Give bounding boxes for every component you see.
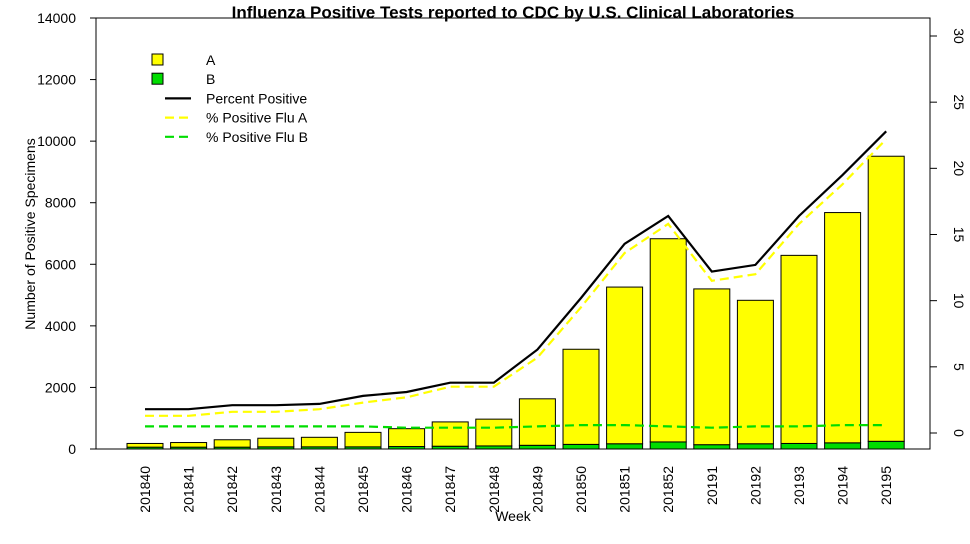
- x-tick-label-201845: 201845: [355, 466, 371, 513]
- bar-b-201850: [562, 443, 600, 450]
- y-tick-label-2000: 2000: [45, 379, 76, 395]
- bar-b-20191: [693, 444, 731, 450]
- bar-a-20192: [736, 299, 774, 445]
- y-tick-label-0: 0: [68, 441, 76, 457]
- y2-tick-label-5: 5: [951, 363, 967, 371]
- x-tick-label-20192: 20192: [747, 466, 763, 505]
- x-tick-label-20191: 20191: [704, 466, 720, 505]
- x-tick-label-201851: 201851: [617, 466, 633, 513]
- legend-label-positive-flu-a: % Positive Flu A: [206, 110, 308, 126]
- x-tick-label-201850: 201850: [573, 466, 589, 513]
- bar-a-201849: [518, 398, 556, 446]
- bar-b-201852: [649, 441, 687, 450]
- y-tick-label-12000: 12000: [37, 72, 76, 88]
- x-tick-label-20195: 20195: [878, 466, 894, 505]
- y2-tick-label-20: 20: [951, 161, 967, 177]
- bar-a-201851: [606, 286, 644, 445]
- x-tick-label-201844: 201844: [311, 466, 327, 513]
- bar-a-20195: [867, 155, 905, 442]
- bar-a-201840: [126, 442, 164, 448]
- x-tick-label-201840: 201840: [137, 466, 153, 513]
- y-tick-label-10000: 10000: [37, 133, 76, 149]
- x-tick-label-201848: 201848: [486, 466, 502, 513]
- bar-b-20193: [780, 442, 818, 450]
- y-tick-label-6000: 6000: [45, 256, 76, 272]
- x-tick-label-20194: 20194: [835, 466, 851, 505]
- y2-tick-label-15: 15: [951, 227, 967, 243]
- chart-title: Influenza Positive Tests reported to CDC…: [232, 3, 795, 22]
- x-axis-title: Week: [495, 508, 532, 524]
- line-positive-flu-a: [145, 138, 887, 417]
- bar-a-201847: [431, 421, 469, 447]
- line-percent-positive: [145, 130, 887, 411]
- x-tick-label-201847: 201847: [442, 466, 458, 513]
- bar-a-201846: [388, 428, 426, 448]
- left-axis: 0 2000 4000 6000 8000 10000 12000 14000: [37, 10, 97, 457]
- bar-b-20192: [736, 443, 774, 450]
- bar-a-201843: [257, 437, 295, 448]
- bar-a-201852: [649, 238, 687, 443]
- bar-b-20194: [824, 442, 862, 450]
- y2-tick-label-10: 10: [951, 293, 967, 309]
- bar-b-201849: [518, 444, 556, 450]
- x-tick-label-201841: 201841: [181, 466, 197, 513]
- bar-a-201845: [344, 431, 382, 448]
- legend-swatch-b: [151, 72, 164, 85]
- legend-label-a: A: [206, 52, 216, 68]
- bar-a-20194: [824, 212, 862, 444]
- right-axis: 0 5 10 15 20 25 30: [929, 28, 967, 437]
- x-tick-label-20193: 20193: [791, 466, 807, 505]
- legend-label-percent-positive: Percent Positive: [206, 90, 307, 106]
- bars-layer: [126, 155, 905, 450]
- bar-a-201841: [170, 442, 208, 448]
- lines-layer: [145, 130, 887, 429]
- bar-b-20195: [867, 440, 905, 450]
- x-tick-label-201852: 201852: [660, 466, 676, 513]
- y-axis-title: Number of Positive Specimens: [22, 138, 38, 329]
- x-tick-label-201846: 201846: [399, 466, 415, 513]
- line-positive-flu-b: [145, 424, 887, 429]
- bar-a-201848: [475, 418, 513, 447]
- x-tick-label-201849: 201849: [529, 466, 545, 513]
- legend-swatch-a: [151, 53, 164, 66]
- y2-tick-label-30: 30: [951, 28, 967, 44]
- bar-a-20193: [780, 254, 818, 444]
- y2-tick-label-25: 25: [951, 94, 967, 110]
- x-tick-label-201843: 201843: [268, 466, 284, 513]
- x-axis: 201840 201841 201842 201843 201844 201845 2018…: [137, 466, 894, 513]
- x-tick-label-201842: 201842: [224, 466, 240, 513]
- bar-a-20191: [693, 288, 731, 446]
- bar-b-201851: [606, 443, 644, 450]
- y2-tick-label-0: 0: [951, 429, 967, 437]
- bar-a-201842: [213, 439, 251, 448]
- legend-label-positive-flu-b: % Positive Flu B: [206, 129, 308, 145]
- legend-label-b: B: [206, 71, 215, 87]
- y-tick-label-4000: 4000: [45, 318, 76, 334]
- legend: AB Percent Positive % Positive Flu A % Posi…: [151, 52, 308, 145]
- y-tick-label-14000: 14000: [37, 10, 76, 26]
- bar-a-201850: [562, 348, 600, 445]
- y-tick-label-8000: 8000: [45, 195, 76, 211]
- bar-a-201844: [300, 436, 338, 448]
